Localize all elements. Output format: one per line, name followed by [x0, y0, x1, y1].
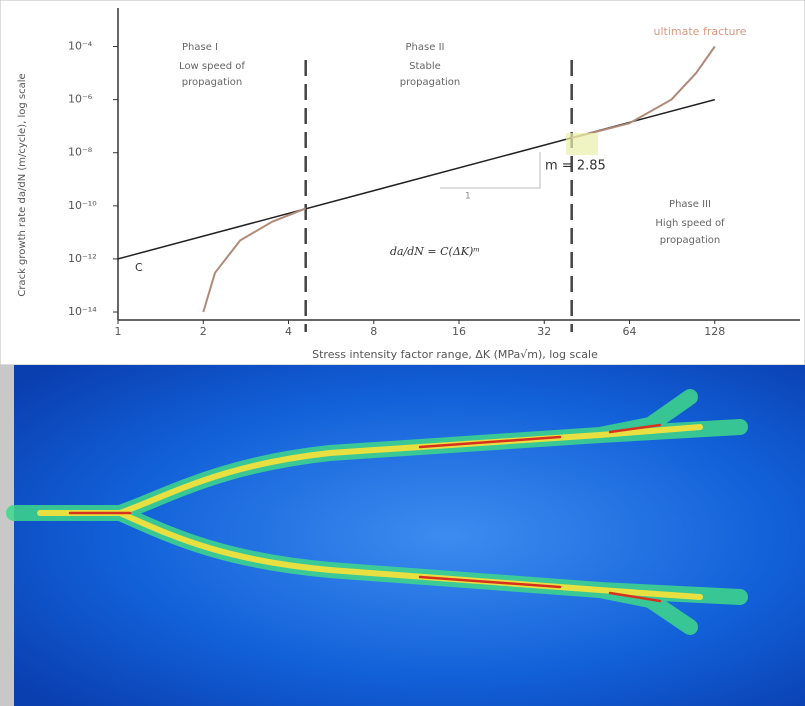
y-tick-label: 10⁻⁸ — [68, 146, 93, 159]
x-tick-label: 4 — [285, 325, 292, 338]
highlight — [566, 133, 598, 155]
annotation: ultimate fracture — [654, 25, 747, 38]
annotation: High speed of — [655, 218, 725, 229]
simulation-image — [0, 365, 805, 706]
y-tick-label: 10⁻⁶ — [68, 93, 93, 106]
annotation: Low speed of — [179, 61, 245, 72]
slope-triangle — [440, 152, 541, 189]
annotation: C — [135, 261, 143, 274]
plot: 10⁻⁴ 10⁻⁶ 10⁻⁸ 10⁻¹⁰ 10⁻¹² 10⁻¹⁴ 1 2 4 8 16 32 64 128 — [68, 8, 800, 338]
y-axis-label: Crack growth rate da/dN (m/cycle), log s… — [17, 73, 28, 296]
y-tick-label: 10⁻⁴ — [68, 40, 93, 53]
chart: 10⁻⁴ 10⁻⁶ 10⁻⁸ 10⁻¹⁰ 10⁻¹² 10⁻¹⁴ 1 2 4 8 16 32 64 128… — [0, 0, 805, 365]
y-tick-label: 10⁻¹² — [68, 252, 97, 265]
x-tick-label: 2 — [200, 325, 207, 338]
x-tick-label: 16 — [452, 325, 466, 338]
x-tick-label: 1 — [115, 325, 122, 338]
y-tick-label: 10⁻¹⁴ — [68, 305, 97, 318]
y-tick-label: 10⁻¹⁰ — [68, 199, 97, 212]
crack-branches — [6, 389, 748, 635]
annotation: 1 — [465, 192, 471, 202]
series-line — [571, 45, 716, 139]
annotation: propagation — [182, 77, 242, 88]
annotation: Phase III — [669, 199, 711, 210]
annotation: Phase II — [406, 42, 445, 53]
x-axis-label: Stress intensity factor range, ΔK (MPa√m… — [312, 348, 598, 361]
annotation: propagation — [660, 235, 720, 246]
annotation: da/dN = C(ΔK)ᵐ — [390, 245, 480, 258]
x-tick-label: 64 — [623, 325, 637, 338]
annotation: Phase I — [182, 42, 218, 53]
x-tick-label: 32 — [537, 325, 551, 338]
annotation: Stable — [409, 61, 441, 72]
series-line — [202, 207, 307, 313]
x-tick-label: 128 — [704, 325, 725, 338]
x-tick-label: 8 — [370, 325, 377, 338]
image-background — [14, 365, 805, 706]
annotation: propagation — [400, 77, 460, 88]
annotation: m = 2.85 — [545, 159, 606, 174]
